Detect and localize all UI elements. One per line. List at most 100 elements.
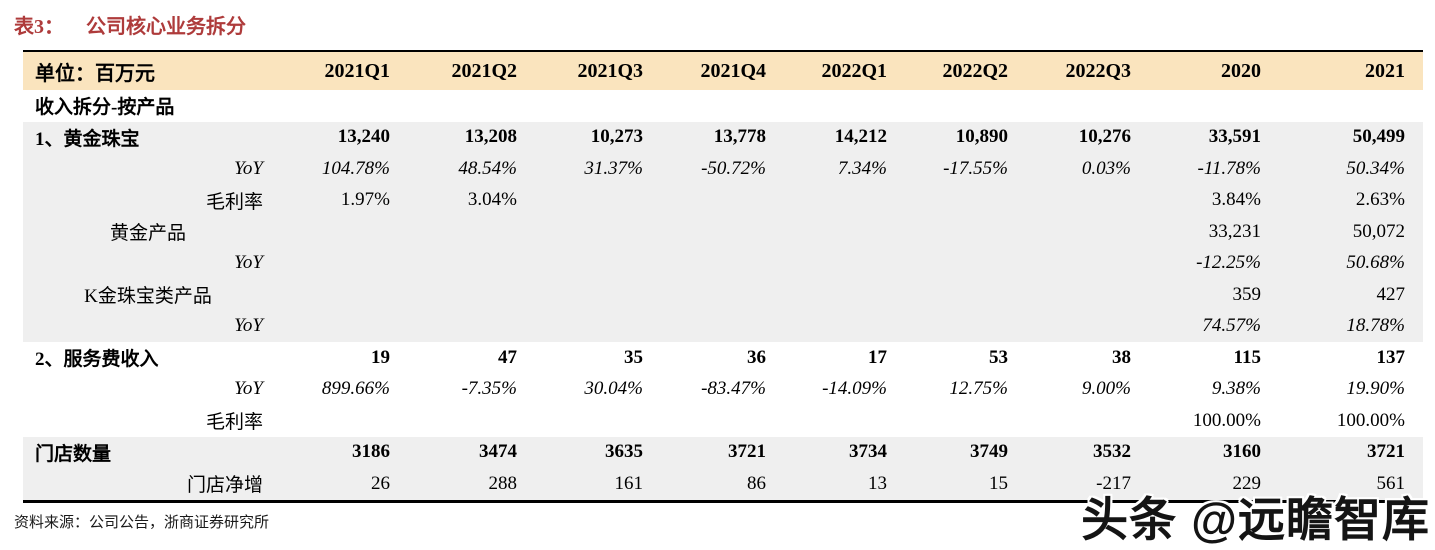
cell-value: -14.09% [822,378,887,400]
cell-value: 2.63% [1355,189,1405,211]
cell-value [1261,90,1423,122]
business-breakdown-table: 单位：百万元 2021Q1 2021Q2 2021Q3 2021Q4 2022Q1 202… [23,50,1423,503]
cell-value: 12.75% [949,378,1008,400]
cell-value: 31.37% [584,157,643,179]
cell-value [887,248,1008,280]
cell-value: 50,072 [1352,220,1405,242]
cell-value: -7.35% [461,378,517,400]
table-row: 2、服务费收入 19 47 35 36 17 53 38 115 137 [23,342,1423,374]
cell-value [643,185,766,217]
column-header: 2022Q2 [887,51,1008,90]
cell-value: 0.03% [1081,157,1131,179]
cell-value: -17.55% [943,157,1008,179]
cell-value [1008,216,1131,248]
cell-value [1008,279,1131,311]
cell-value [887,405,1008,437]
cell-value [390,279,517,311]
cell-value: 3721 [1367,441,1405,463]
cell-value [643,90,766,122]
cell-value [1008,185,1131,217]
cell-value: 26 [371,472,390,494]
cell-value [766,216,887,248]
cell-value: 13,778 [713,126,766,148]
cell-value [517,90,643,122]
cell-value [517,279,643,311]
cell-value [273,90,390,122]
cell-value: 3749 [970,441,1008,463]
cell-value: 561 [1376,472,1406,494]
table-row: YoY -12.25% 50.68% [23,247,1423,280]
cell-value: 7.34% [837,157,887,179]
cell-value [766,90,887,122]
cell-value [887,185,1008,217]
column-header: 2022Q3 [1008,51,1131,90]
cell-value [273,311,390,343]
cell-value [1008,405,1131,437]
table-row: 收入拆分-按产品 [23,90,1423,122]
row-label: YoY [234,315,263,337]
cell-value: 13,208 [464,126,517,148]
cell-value [390,90,517,122]
cell-value [273,248,390,280]
row-label: 门店净增 [186,475,263,497]
cell-value [887,216,1008,248]
table-row: 毛利率 1.97% 3.04% 3.84% 2.63% [23,184,1423,217]
cell-value: 3532 [1093,441,1131,463]
cell-value: 3474 [479,441,517,463]
row-label: 2、服务费收入 [35,349,159,371]
cell-value: 115 [1233,346,1261,368]
cell-value: 137 [1376,346,1406,368]
row-label: YoY [234,252,263,274]
cell-value: 13,240 [337,126,390,148]
data-table: 单位：百万元 2021Q1 2021Q2 2021Q3 2021Q4 2022Q1 202… [23,50,1423,503]
cell-value: 899.66% [321,378,390,400]
table-row: 门店数量 3186 3474 3635 3721 3734 3749 3532 3160 3721 [23,436,1423,468]
row-label: 黄金产品 [109,223,186,245]
cell-value: 74.57% [1202,315,1261,337]
cell-value: 229 [1232,472,1262,494]
column-header: 2021Q1 [273,51,390,90]
cell-value: 1.97% [340,189,390,211]
table-row: YoY 74.57% 18.78% [23,310,1423,343]
cell-value: 161 [614,472,644,494]
cell-value: 359 [1232,283,1262,305]
cell-value [887,279,1008,311]
cell-value: 30.04% [584,378,643,400]
cell-value [766,248,887,280]
row-label: K金珠宝类产品 [84,286,212,308]
cell-value [390,311,517,343]
cell-value [517,216,643,248]
cell-value: -83.47% [701,378,766,400]
cell-value [887,90,1008,122]
cell-value [1008,311,1131,343]
cell-value [517,405,643,437]
cell-value [643,279,766,311]
cell-value [766,311,887,343]
cell-value [766,279,887,311]
cell-value [1008,248,1131,280]
cell-value [517,185,643,217]
cell-value: 14,212 [834,126,887,148]
row-label: 1、黄金珠宝 [35,128,140,150]
watermark: 头条 @远瞻智库 [1081,493,1430,546]
column-header: 2021Q4 [643,51,766,90]
cell-value: -50.72% [701,157,766,179]
cell-value [766,405,887,437]
cell-value: 86 [747,472,766,494]
table-row: K金珠宝类产品 359 427 [23,279,1423,311]
cell-value: 47 [498,346,517,368]
cell-value: 10,273 [590,126,643,148]
cell-value: 17 [868,346,887,368]
cell-value [517,248,643,280]
column-header: 2021Q2 [390,51,517,90]
cell-value [643,248,766,280]
cell-value: -12.25% [1196,252,1261,274]
table-row: YoY 104.78% 48.54% 31.37% -50.72% 7.34% -17.55… [23,153,1423,185]
cell-value: 3186 [352,441,390,463]
unit-label: 单位：百万元 [23,51,273,90]
cell-value: 3160 [1223,441,1261,463]
cell-value: 13 [868,472,887,494]
cell-value [1131,90,1261,122]
cell-value: 18.78% [1346,315,1405,337]
cell-value [517,311,643,343]
